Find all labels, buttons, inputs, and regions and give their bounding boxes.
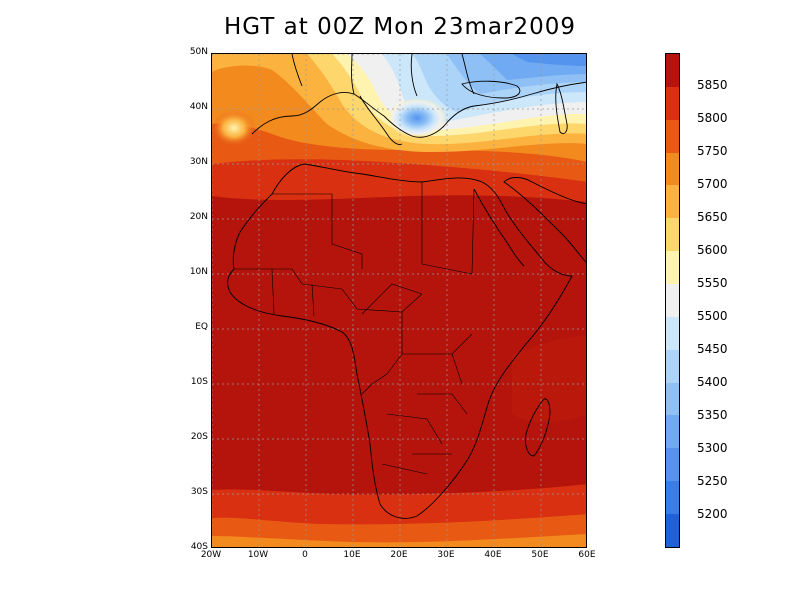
- lon-tick-label: 40E: [484, 550, 502, 560]
- lat-tick-label: 30S: [190, 487, 208, 497]
- lon-tick-label: 50E: [531, 550, 549, 560]
- lon-tick-label: 30E: [437, 550, 455, 560]
- band-south-5800: [212, 514, 586, 547]
- colorbar-level-label: 5850: [697, 78, 728, 92]
- colorbar-segment: [666, 218, 679, 252]
- africa-coastline: [227, 163, 573, 519]
- colorbar-segment: [666, 349, 679, 383]
- low-center: [387, 98, 447, 138]
- coastlines: [227, 54, 586, 519]
- europe-coast: [251, 81, 586, 138]
- colorbar-segment: [666, 316, 679, 350]
- colorbar-segment: [666, 119, 679, 153]
- colorbar-segment: [666, 251, 679, 285]
- atlantic-cell: [212, 110, 256, 146]
- lat-tick-label: 40N: [189, 102, 208, 112]
- colorbar-level-label: 5750: [697, 144, 728, 158]
- colorbar-level-label: 5500: [697, 309, 728, 323]
- lat-tick-label: 50N: [189, 47, 208, 57]
- band-south-5750: [212, 534, 586, 547]
- colorbar-level-label: 5450: [697, 342, 728, 356]
- colorbar-level-label: 5650: [697, 210, 728, 224]
- map-title: HGT at 00Z Mon 23mar2009: [224, 14, 576, 40]
- lat-tick-label: 40S: [190, 542, 208, 552]
- colorbar-level-label: 5600: [697, 243, 728, 257]
- colorbar-level-label: 5250: [697, 474, 728, 488]
- lat-tick-label: 30N: [189, 157, 208, 167]
- colorbar-level-label: 5350: [697, 408, 728, 422]
- colorbar-segment: [666, 185, 679, 219]
- colorbar-segment: [666, 448, 679, 482]
- colorbar-segment: [666, 152, 679, 186]
- colorbar: [665, 53, 680, 548]
- lon-tick-label: 60E: [578, 550, 596, 560]
- red-sea: [473, 188, 525, 267]
- lon-tick-label: 20E: [390, 550, 408, 560]
- lon-tick-label: 20W: [200, 550, 222, 560]
- colorbar-segment: [666, 54, 679, 87]
- madagascar: [525, 398, 551, 457]
- colorbar-segment: [666, 382, 679, 416]
- lat-tick-label: 20S: [190, 432, 208, 442]
- lon-tick-label: 0: [302, 550, 308, 560]
- colorbar-segment: [666, 86, 679, 120]
- lat-tick-label: 10N: [189, 267, 208, 277]
- tropics-shade: [512, 335, 586, 423]
- map-plot-area: [211, 53, 587, 548]
- europe-north: [291, 54, 475, 97]
- colorbar-segment: [666, 514, 679, 547]
- height-field-map: [212, 54, 586, 547]
- colorbar-level-label: 5800: [697, 111, 728, 125]
- colorbar-level-label: 5700: [697, 177, 728, 191]
- caspian: [555, 82, 568, 135]
- colorbar-segment: [666, 481, 679, 515]
- lat-tick-label: 10S: [190, 377, 208, 387]
- lon-tick-label: 10E: [343, 550, 361, 560]
- colorbar-segment: [666, 415, 679, 449]
- colorbar-level-label: 5400: [697, 375, 728, 389]
- italy: [359, 95, 403, 145]
- colorbar-level-label: 5550: [697, 276, 728, 290]
- arabia: [503, 177, 586, 263]
- colorbar-segment: [666, 284, 679, 317]
- country-borders: [234, 182, 475, 475]
- colorbar-level-label: 5300: [697, 441, 728, 455]
- black-sea: [461, 80, 521, 99]
- colorbar-level-label: 5200: [697, 507, 728, 521]
- lat-tick-label: 20N: [189, 212, 208, 222]
- band-5300: [512, 54, 586, 66]
- lon-tick-label: 10W: [247, 550, 269, 560]
- lat-tick-label: EQ: [195, 322, 208, 332]
